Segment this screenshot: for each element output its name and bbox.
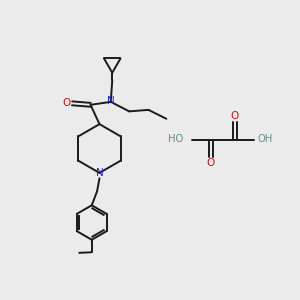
Text: HO: HO — [168, 134, 183, 144]
Text: N: N — [96, 168, 103, 178]
Text: O: O — [231, 111, 239, 122]
Text: O: O — [207, 158, 215, 168]
Text: O: O — [63, 98, 71, 108]
Text: OH: OH — [258, 134, 273, 144]
Text: N: N — [107, 96, 115, 106]
